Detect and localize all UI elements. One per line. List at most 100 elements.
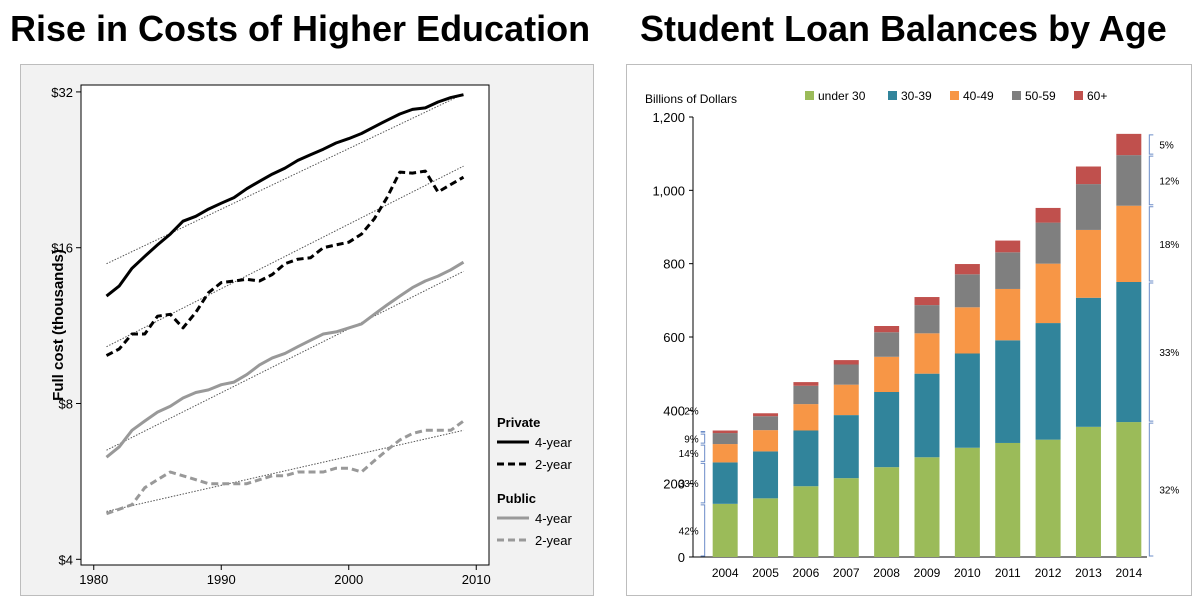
bar-2004-50-59 bbox=[712, 433, 738, 445]
bar-2012-60+ bbox=[1035, 207, 1061, 223]
share-label: 32% bbox=[1159, 486, 1179, 497]
bar-2004-60+ bbox=[712, 430, 738, 434]
share-label: 33% bbox=[679, 479, 699, 490]
legend-item-label: 30-39 bbox=[901, 89, 932, 103]
plot-area bbox=[80, 84, 490, 566]
x-tick-label: 2009 bbox=[914, 566, 941, 580]
legend-swatch bbox=[805, 91, 814, 100]
bar-2005-40-49 bbox=[753, 430, 779, 452]
y-tick-label: $4 bbox=[59, 552, 73, 567]
legend-group-label: Public bbox=[497, 491, 536, 506]
y-tick-label: $16 bbox=[51, 241, 73, 256]
bar-2014-under-30 bbox=[1116, 422, 1142, 557]
bar-2011-under-30 bbox=[995, 442, 1021, 557]
x-tick-label: 2004 bbox=[712, 566, 739, 580]
y-tick-label: 0 bbox=[678, 550, 685, 565]
share-label: 12% bbox=[1159, 176, 1179, 187]
y-tick-label: 400 bbox=[663, 403, 685, 418]
left-chart-title: Rise in Costs of Higher Education bbox=[10, 8, 591, 49]
trend-line-3 bbox=[106, 429, 464, 512]
x-tick-label: 2008 bbox=[873, 566, 900, 580]
share-bracket bbox=[700, 431, 706, 433]
bar-2004-40-49 bbox=[712, 444, 738, 463]
bar-2005-60+ bbox=[753, 413, 779, 417]
x-tick-label: 2007 bbox=[833, 566, 860, 580]
legend-swatch bbox=[888, 91, 897, 100]
share-bracket bbox=[700, 462, 706, 504]
y-tick-label: $32 bbox=[51, 85, 73, 100]
bar-2012-40-49 bbox=[1035, 263, 1061, 324]
bar-2013-60+ bbox=[1075, 166, 1101, 185]
y-tick-label: 1,000 bbox=[652, 183, 685, 198]
bar-2008-30-39 bbox=[874, 392, 900, 468]
x-tick-label: 2011 bbox=[995, 566, 1021, 580]
loan-bar-chart: 0 200 400 600 800 1,000 1,200 Billions of Dolla… bbox=[645, 89, 1179, 580]
bar-2006-30-39 bbox=[793, 430, 819, 487]
legend-item-label: 2-year bbox=[535, 457, 573, 472]
bar-2004-under-30 bbox=[712, 503, 738, 557]
share-bracket bbox=[700, 433, 706, 444]
bar-2011-50-59 bbox=[995, 252, 1021, 289]
y-axis-label: Billions of Dollars bbox=[645, 92, 737, 106]
loan-chart-panel: 0 200 400 600 800 1,000 1,200 Billions of Dolla… bbox=[626, 64, 1192, 596]
bar-2013-under-30 bbox=[1075, 426, 1101, 557]
bar-2005-30-39 bbox=[753, 451, 779, 499]
share-bracket bbox=[1148, 282, 1154, 422]
y-tick-label: 800 bbox=[663, 257, 685, 272]
bar-2008-40-49 bbox=[874, 356, 900, 392]
bar-2010-40-49 bbox=[954, 307, 980, 354]
x-tick-label: 2013 bbox=[1075, 566, 1102, 580]
trend-line-2 bbox=[106, 270, 464, 451]
bar-2014-50-59 bbox=[1116, 155, 1142, 206]
x-tick-label: 2005 bbox=[752, 566, 779, 580]
legend-group-label: Private bbox=[497, 415, 540, 430]
series-line-private-2-year bbox=[105, 169, 465, 357]
bar-2014-30-39 bbox=[1116, 282, 1142, 423]
bar-2004-30-39 bbox=[712, 462, 738, 504]
x-tick-label: 2014 bbox=[1115, 566, 1142, 580]
bar-2010-50-59 bbox=[954, 274, 980, 308]
share-label: 14% bbox=[679, 449, 699, 460]
bar-2010-under-30 bbox=[954, 447, 980, 557]
bar-2014-40-49 bbox=[1116, 205, 1142, 282]
legend-item-label: 40-49 bbox=[963, 89, 994, 103]
bar-2010-60+ bbox=[954, 264, 980, 275]
bar-2008-50-59 bbox=[874, 332, 900, 357]
legend-item-label: 2-year bbox=[535, 533, 573, 548]
share-label: 42% bbox=[679, 526, 699, 537]
share-bracket bbox=[700, 504, 706, 557]
x-tick-label: 2006 bbox=[793, 566, 820, 580]
bar-2012-50-59 bbox=[1035, 222, 1061, 264]
x-tick-label: 2010 bbox=[954, 566, 981, 580]
x-tick-label: 1980 bbox=[79, 572, 108, 587]
legend-swatch bbox=[1012, 91, 1021, 100]
bar-2013-40-49 bbox=[1075, 229, 1101, 298]
bar-2006-50-59 bbox=[793, 385, 819, 405]
legend-item-label: 4-year bbox=[535, 511, 573, 526]
legend-swatch bbox=[950, 91, 959, 100]
bar-2006-under-30 bbox=[793, 486, 819, 557]
bar-2013-50-59 bbox=[1075, 184, 1101, 230]
right-chart-title: Student Loan Balances by Age bbox=[640, 8, 1167, 49]
bar-2007-60+ bbox=[833, 360, 859, 365]
legend-item-label: under 30 bbox=[818, 89, 866, 103]
cost-chart-panel: $4 $8 $16 $32 1980 1990 2000 2010 Full cost (tho… bbox=[20, 64, 594, 596]
share-label: 18% bbox=[1159, 240, 1179, 251]
y-tick-label: 200 bbox=[663, 477, 685, 492]
bar-2010-30-39 bbox=[954, 353, 980, 448]
legend-swatch bbox=[1074, 91, 1083, 100]
x-tick-label: 2012 bbox=[1035, 566, 1062, 580]
share-bracket bbox=[1148, 422, 1154, 557]
bar-2012-under-30 bbox=[1035, 439, 1061, 557]
x-tick-label: 2010 bbox=[462, 572, 491, 587]
bar-2009-30-39 bbox=[914, 373, 940, 458]
share-bracket bbox=[1148, 134, 1154, 155]
bar-2005-50-59 bbox=[753, 416, 779, 431]
y-tick-label: 1,200 bbox=[652, 110, 685, 125]
bar-2009-60+ bbox=[914, 297, 940, 306]
y-tick-label: $8 bbox=[59, 397, 73, 412]
y-tick-label: 600 bbox=[663, 330, 685, 345]
bar-2012-30-39 bbox=[1035, 323, 1061, 440]
bar-2007-40-49 bbox=[833, 384, 859, 416]
bar-2005-under-30 bbox=[753, 498, 779, 557]
